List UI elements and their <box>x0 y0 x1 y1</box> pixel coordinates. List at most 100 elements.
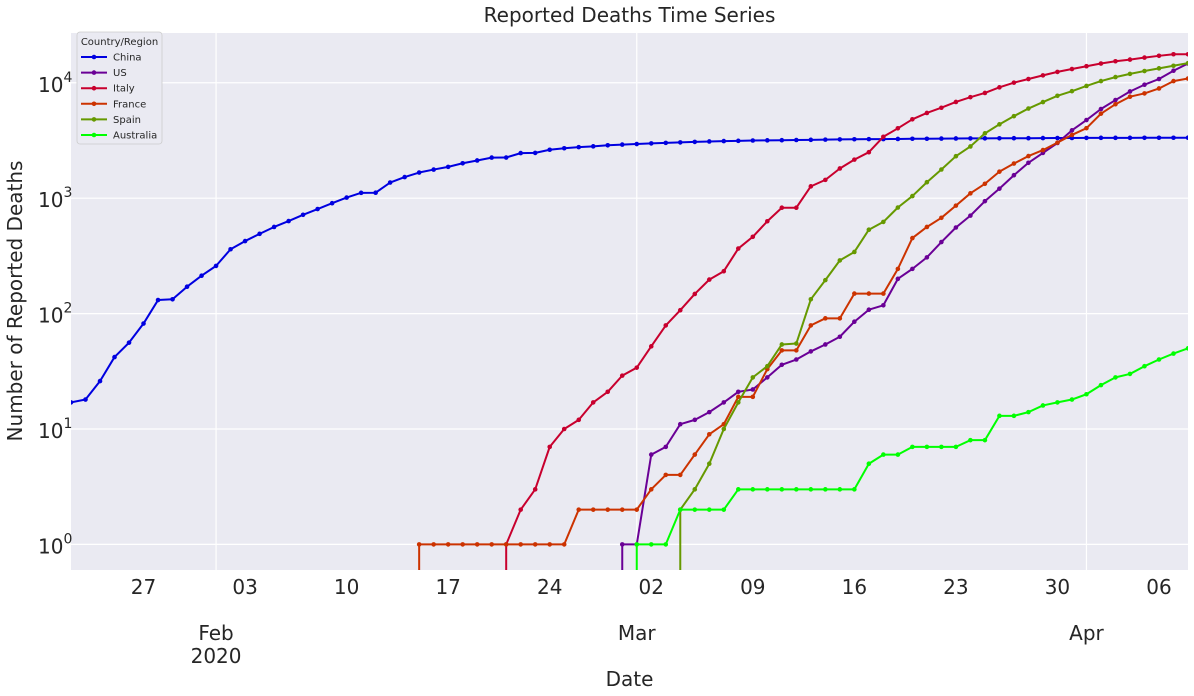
data-point <box>881 134 886 140</box>
data-point <box>953 444 959 450</box>
legend-label: US <box>113 68 127 79</box>
x-tick-label: 09 <box>740 575 765 599</box>
data-point <box>1040 135 1046 141</box>
data-point <box>982 90 988 96</box>
y-tick-exponent: 4 <box>63 70 72 86</box>
data-point <box>736 138 741 144</box>
x-year-label: 2020 <box>191 644 242 668</box>
data-point <box>1040 147 1046 153</box>
data-point <box>605 507 611 512</box>
series-spain <box>677 60 1188 570</box>
legend-label: Spain <box>113 115 141 126</box>
data-point <box>721 426 727 432</box>
data-point <box>431 167 436 172</box>
data-point <box>721 138 727 144</box>
data-point <box>590 144 596 149</box>
data-point <box>1069 66 1075 72</box>
data-point <box>431 542 436 547</box>
data-point <box>939 239 944 245</box>
data-point <box>750 234 756 240</box>
data-point <box>866 227 872 233</box>
data-point <box>765 218 770 224</box>
data-point <box>97 378 103 384</box>
data-point <box>634 365 640 370</box>
data-point <box>170 297 175 302</box>
data-point <box>1171 351 1176 356</box>
y-axis-label: Number of Reported Deaths <box>3 161 27 442</box>
x-tick-label: 23 <box>943 575 968 599</box>
data-point <box>953 153 959 159</box>
y-tick-base: 10 <box>38 188 63 212</box>
data-point <box>997 186 1002 191</box>
legend-box <box>76 31 163 145</box>
data-point <box>692 487 698 492</box>
data-point <box>706 277 712 282</box>
data-point <box>503 155 509 160</box>
data-point <box>460 160 465 166</box>
data-point <box>1142 135 1147 141</box>
data-point <box>663 323 669 328</box>
data-point <box>968 213 973 218</box>
data-point <box>126 340 132 345</box>
data-point <box>1098 106 1104 112</box>
data-point <box>706 507 712 512</box>
data-point <box>837 137 843 142</box>
chart-title: Reported Deaths Time Series <box>484 3 776 27</box>
data-point <box>1069 132 1075 138</box>
data-point <box>532 487 538 492</box>
data-point <box>1098 382 1104 388</box>
data-point <box>779 137 785 143</box>
data-point <box>895 276 901 282</box>
data-point <box>982 198 988 204</box>
data-point <box>968 437 973 443</box>
data-point <box>1055 400 1060 405</box>
x-tick-label: 27 <box>131 575 156 599</box>
data-point <box>852 136 857 142</box>
data-point <box>1098 135 1104 141</box>
data-point <box>910 193 915 199</box>
data-point <box>1127 94 1133 100</box>
data-point <box>1026 160 1031 166</box>
data-point <box>1185 346 1188 351</box>
data-point <box>779 205 785 211</box>
data-point <box>1098 78 1104 84</box>
x-tick-label: 30 <box>1045 575 1070 599</box>
data-point <box>344 195 349 200</box>
data-point <box>83 397 88 402</box>
data-point <box>1011 172 1017 178</box>
data-point <box>910 444 915 450</box>
data-point <box>1127 371 1133 377</box>
y-tick-base: 10 <box>38 304 63 328</box>
y-tick-label: 103 <box>38 185 72 212</box>
x-tick-label: 02 <box>639 575 664 599</box>
data-point <box>692 417 698 423</box>
data-point <box>71 400 74 405</box>
data-point <box>1055 135 1060 141</box>
data-point <box>590 400 596 405</box>
data-point <box>808 137 814 143</box>
data-point <box>1040 73 1046 78</box>
data-point <box>779 342 785 347</box>
legend-marker <box>91 117 97 122</box>
data-point <box>794 348 799 353</box>
series-china <box>71 135 1188 405</box>
data-point <box>837 334 843 340</box>
data-point <box>1142 82 1147 88</box>
data-point <box>1156 135 1162 141</box>
data-point <box>1142 91 1147 96</box>
data-point <box>808 184 814 189</box>
data-point <box>692 507 698 512</box>
series-layer <box>71 51 1188 570</box>
data-point <box>721 507 727 512</box>
data-point <box>315 206 320 212</box>
data-point <box>1084 135 1089 141</box>
data-point <box>794 357 799 362</box>
data-point <box>837 316 843 321</box>
legend-entries: China US Italy France Spain Australia <box>81 53 157 142</box>
legend-marker <box>91 101 97 107</box>
data-point <box>460 542 465 547</box>
data-point <box>474 158 480 163</box>
data-point <box>895 205 901 210</box>
data-point <box>1026 76 1031 82</box>
data-point <box>706 431 712 437</box>
